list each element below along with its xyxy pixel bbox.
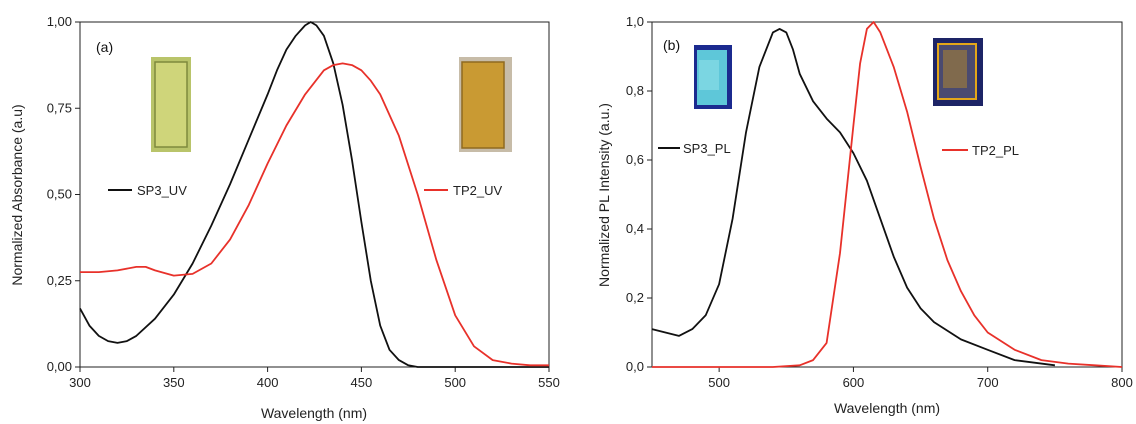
panel-b-x-axis-title: Wavelength (nm) <box>834 400 940 416</box>
panel-b-axis-ticks: 500 600 700 800 0,0 0,2 0,4 0,6 0,8 1,0 <box>626 14 1133 390</box>
panel-b-pl-intensity-chart: 500 600 700 800 0,0 0,2 0,4 0,6 0,8 1,0 (b) Wavel… <box>596 14 1133 416</box>
panel-a-y-tick-label: 0,50 <box>47 187 72 202</box>
panel-a-axis-ticks: 300 350 400 450 500 550 0,00 0,25 0,50 0,75 1,00 <box>47 14 560 390</box>
panel-b-series-lines <box>651 21 1123 368</box>
panel-b-x-tick-label: 500 <box>708 375 730 390</box>
legend-label-tp2-uv: TP2_UV <box>453 183 502 198</box>
panel-a-y-tick-label: 0,00 <box>47 359 72 374</box>
panel-a-x-tick-label: 550 <box>538 375 560 390</box>
panel-b-x-tick-label: 600 <box>843 375 865 390</box>
legend-label-sp3-pl: SP3_PL <box>683 141 731 156</box>
panel-a-label: (a) <box>96 39 113 55</box>
panel-a-x-tick-label: 350 <box>163 375 185 390</box>
panel-b-x-tick-label: 800 <box>1111 375 1133 390</box>
panel-b-label: (b) <box>663 37 680 53</box>
panel-b-y-tick-label: 0,6 <box>626 152 644 167</box>
inset-photo-sp3-film <box>151 57 191 152</box>
panel-b-y-tick-label: 1,0 <box>626 14 644 29</box>
panel-a-uv-absorbance-chart: 300 350 400 450 500 550 0,00 0,25 0,50 0,75 1,00 (… <box>9 14 560 421</box>
panel-b-plot-frame <box>651 21 1123 368</box>
inset-photo-tp2-film <box>459 57 512 152</box>
panel-a-x-tick-label: 500 <box>444 375 466 390</box>
panel-b-y-tick-label: 0,0 <box>626 359 644 374</box>
legend-label-tp2-pl: TP2_PL <box>972 143 1019 158</box>
panel-b-series-line-sp3-pl <box>651 27 1056 367</box>
panel-a-y-tick-label: 0,75 <box>47 100 72 115</box>
panel-b-y-tick-label: 0,8 <box>626 83 644 98</box>
panel-a-series-line-sp3-uv <box>79 21 549 368</box>
panel-b-y-tick-label: 0,4 <box>626 221 644 236</box>
panel-a-x-axis-title: Wavelength (nm) <box>261 405 367 421</box>
inset-photo-tp2-film-uv <box>933 38 983 106</box>
panel-a-y-axis-title: Normalized Absorbance (a.u) <box>9 104 25 285</box>
panel-b-y-tick-label: 0,2 <box>626 290 644 305</box>
panel-a-x-tick-label: 300 <box>69 375 91 390</box>
legend-label-sp3-uv: SP3_UV <box>137 183 187 198</box>
panel-a-series-lines <box>79 21 549 368</box>
panel-a-series-line-tp2-uv <box>80 62 549 367</box>
panel-a-y-tick-label: 1,00 <box>47 14 72 29</box>
panel-b-series-line-tp2-pl <box>652 21 1123 368</box>
panel-a-y-tick-label: 0,25 <box>47 273 72 288</box>
panel-a-x-tick-label: 400 <box>257 375 279 390</box>
panel-b-y-axis-title: Normalized PL Intensity (a.u.) <box>596 103 612 287</box>
panel-a-x-tick-label: 450 <box>351 375 373 390</box>
panel-b-x-tick-label: 700 <box>977 375 999 390</box>
inset-photo-sp3-film-uv <box>694 45 732 109</box>
